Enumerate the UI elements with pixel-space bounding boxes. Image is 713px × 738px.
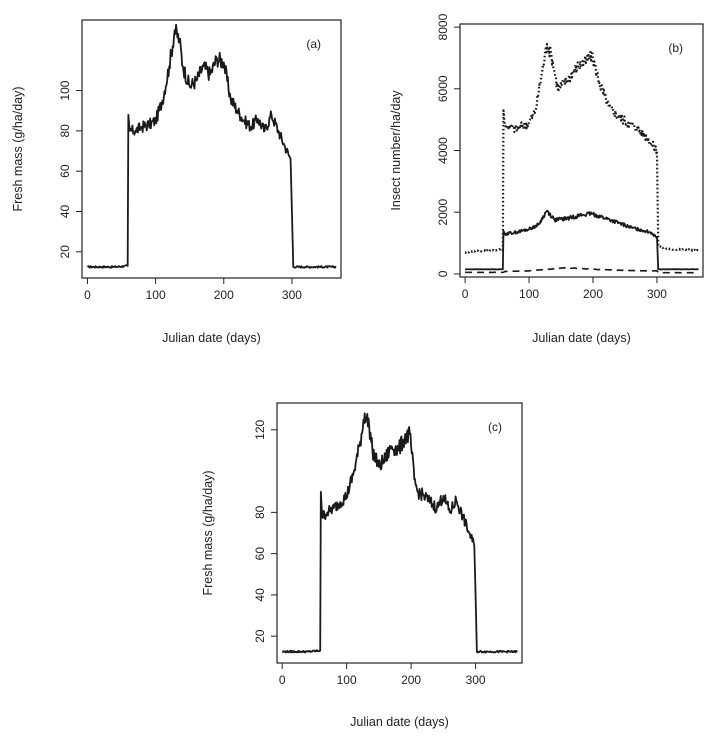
- y-tick-label: 60: [253, 547, 267, 561]
- y-tick-label: 2000: [436, 199, 450, 226]
- panel-label: (b): [668, 41, 683, 55]
- plot-frame: [81, 19, 342, 279]
- x-tick-label: 200: [214, 288, 234, 302]
- y-axis-label: Insect number/ha/day: [389, 90, 403, 211]
- x-axis-label: Julian date (days): [162, 331, 261, 345]
- panel-label: (a): [306, 37, 321, 51]
- y-tick-label: 0: [436, 270, 450, 277]
- y-axis-label: Fresh mass (g/ha/day): [11, 86, 25, 211]
- x-tick-label: 200: [583, 287, 603, 301]
- y-tick-label: 8000: [436, 13, 450, 40]
- y-tick-label: 20: [58, 245, 72, 259]
- panel-3: 0 100 200 300 20 40 60 80 120 Julian date (days) F…: [201, 402, 523, 729]
- x-tick-label: 0: [84, 288, 91, 302]
- series-line-dashed: [464, 266, 699, 274]
- plot-frame: [459, 23, 704, 278]
- plot-frame: [276, 402, 523, 664]
- x-tick-label: 0: [279, 673, 286, 687]
- y-tick-label: 120: [253, 419, 267, 439]
- x-tick-label: 100: [337, 673, 357, 687]
- series-line-solid: [86, 23, 337, 269]
- series-line-dotted: [464, 42, 699, 254]
- x-tick-label: 200: [401, 673, 421, 687]
- y-tick-label: 60: [58, 164, 72, 178]
- x-tick-label: 300: [466, 673, 486, 687]
- series-group: [86, 23, 337, 269]
- y-tick-label: 4000: [436, 137, 450, 164]
- panel-label: (c): [488, 420, 502, 434]
- x-tick-label: 300: [282, 288, 302, 302]
- series-group: [464, 42, 699, 274]
- y-tick-label: 80: [253, 505, 267, 519]
- x-axis-label: Julian date (days): [350, 715, 449, 729]
- series-line-solid: [281, 412, 518, 654]
- y-tick-label: 40: [253, 588, 267, 602]
- x-axis-label: Julian date (days): [532, 331, 631, 345]
- panel-2: 0 100 200 300 0 2000 4000 6000 8000 Julian date (…: [389, 13, 704, 345]
- y-tick-label: 40: [58, 204, 72, 218]
- x-tick-label: 300: [647, 287, 667, 301]
- series-line-solid: [464, 209, 699, 271]
- series-group: [281, 412, 518, 654]
- y-tick-label: 80: [58, 124, 72, 138]
- y-tick-label: 100: [58, 80, 72, 100]
- panel-1: 0 100 200 300 20 40 60 80 100 Julian date (days) F…: [11, 19, 342, 345]
- y-tick-label: 20: [253, 629, 267, 643]
- y-axis-label: Fresh mass (g/ha/day): [201, 470, 215, 595]
- y-tick-label: 6000: [436, 75, 450, 102]
- x-tick-label: 0: [462, 287, 469, 301]
- x-tick-label: 100: [146, 288, 166, 302]
- x-tick-label: 100: [519, 287, 539, 301]
